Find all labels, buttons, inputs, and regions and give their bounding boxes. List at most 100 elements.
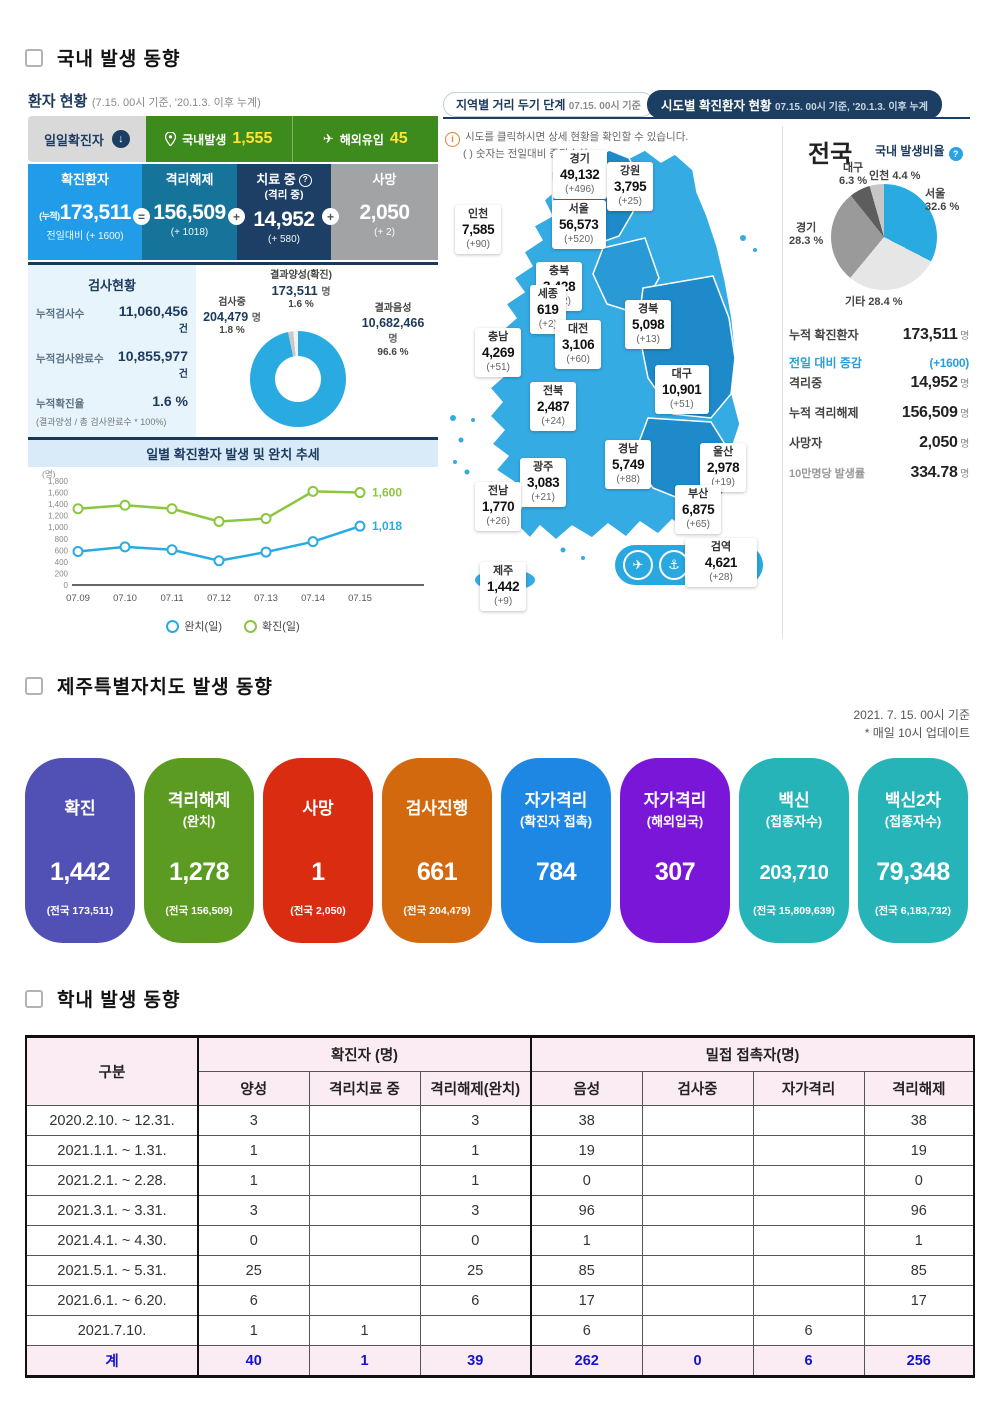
stat-box-value: 14,952 — [253, 208, 315, 232]
jeju-cards-row: 확진 1,442 (전국 173,511) 격리해제 (완치) 1,278 (전국 156,… — [25, 758, 968, 943]
card-sublabel: (완치) — [182, 813, 216, 829]
tab-region-status[interactable]: 시도별 확진환자 현황 07.15. 00시 기준, '20.1.3. 이후 누… — [647, 90, 942, 119]
pie-label-etc: 기타 28.4 % — [845, 296, 903, 308]
card-value: 1 — [311, 858, 325, 886]
map-region-경남[interactable]: 경남 5,749 (+88) — [605, 440, 652, 490]
domestic-label: 국내발생 — [182, 132, 227, 147]
map-region-충남[interactable]: 충남 4,269 (+51) — [475, 328, 522, 378]
stat-unit: 명 — [957, 409, 969, 420]
card-sublabel: (접종자수) — [884, 813, 942, 829]
map-region-강원[interactable]: 강원 3,795 (+25) — [607, 162, 654, 212]
table-cell: 38 — [530, 1105, 643, 1136]
map-region-대구[interactable]: 대구 10,901 (+51) — [655, 365, 709, 415]
region-delta: (+21) — [531, 491, 555, 503]
tab-distancing-level[interactable]: 지역별 거리 두기 단계 07.15. 00시 기준 — [443, 92, 654, 117]
card-note: (전국 204,479) — [403, 905, 471, 917]
test-status-block: 검사현황 누적검사수 11,060,456 건 누적검사완료수 10,855,97… — [28, 265, 438, 437]
map-region-서울[interactable]: 서울 56,573 (+520) — [552, 200, 606, 250]
region-name: 강원 — [620, 165, 641, 177]
map-region-광주[interactable]: 광주 3,083 (+21) — [520, 458, 567, 508]
map-region-세종[interactable]: 세종 619 (+2) — [530, 285, 566, 335]
stat-value: 173,511 명 — [902, 326, 970, 343]
table-cell — [308, 1255, 421, 1286]
region-delta: (+25) — [618, 195, 642, 207]
section-jeju-title: 제주특별자치도 발생 동향 — [25, 672, 273, 699]
col-header-positive: 양성 — [197, 1071, 310, 1106]
map-region-경기[interactable]: 경기 49,132 (+496) — [553, 150, 607, 200]
national-stat-row: 10만명당 발생률 334.78 명 — [789, 464, 969, 482]
map-region-대전[interactable]: 대전 3,106 (+60) — [555, 320, 602, 370]
table-total-row: 계 40 1 39 262 0 6 256 — [25, 1345, 975, 1377]
map-region-제주[interactable]: 제주 1,442 (+9) — [480, 562, 527, 612]
map-region-전북[interactable]: 전북 2,487 (+24) — [530, 382, 577, 432]
region-name: 서울 — [568, 203, 589, 215]
stat-value: (+1600) — [929, 356, 969, 370]
patient-status-subtitle: (7.15. 00시 기준, '20.1.3. 이후 누계) — [91, 97, 261, 109]
table-cell — [641, 1195, 754, 1226]
table-cell — [641, 1255, 754, 1286]
table-cell — [308, 1135, 421, 1166]
table-cell — [641, 1315, 754, 1346]
map-region-경북[interactable]: 경북 5,098 (+13) — [625, 300, 672, 350]
card-note: (전국 15,809,639) — [753, 905, 835, 917]
trend-line-chart: (명) 0 200 400 600 800 1,000 1,200 1,400 1,600 1,80… — [42, 469, 424, 604]
pie-label-seoul: 서울 32.6 % — [925, 188, 960, 214]
data-point — [260, 513, 272, 525]
table-cell — [641, 1285, 754, 1316]
imported-label: 해외유입 — [339, 132, 384, 147]
row-category: 계 — [25, 1345, 199, 1377]
test-complete-value: 10,855,977 건 — [117, 348, 188, 381]
stat-value: 2,050 명 — [919, 434, 969, 451]
region-name: 충북 — [549, 265, 570, 277]
card-value: 307 — [654, 858, 696, 886]
section-bullet-icon — [25, 676, 43, 695]
section-domestic-title: 국내 발생 동향 — [25, 44, 180, 71]
test-complete-label: 누적검사완료수 — [36, 353, 104, 365]
card-note: (전국 173,511) — [46, 905, 114, 917]
row-category: 2021.4.1. ~ 4.30. — [25, 1225, 199, 1256]
map-region-울산[interactable]: 울산 2,978 (+19) — [700, 443, 747, 493]
national-stat-row: 누적 확진환자 173,511 명 — [789, 326, 969, 344]
region-value: 2,978 — [707, 459, 740, 475]
ratio-label: 국내 발생비율 — [875, 144, 945, 158]
test-count-label: 누적검사수 — [36, 308, 85, 320]
positive-rate-label: 누적확진율 — [36, 398, 85, 410]
table-cell: 1 — [308, 1315, 421, 1346]
row-category: 2020.2.10. ~ 12.31. — [25, 1105, 199, 1136]
jeju-card-3: 검사진행 661 (전국 204,479) — [382, 758, 492, 943]
down-arrow-icon[interactable]: ↓ — [111, 130, 130, 148]
col-header-quarantine-released: 격리해제 — [863, 1071, 975, 1106]
badge-plus-icon: + — [228, 208, 245, 225]
stat-box-label: 치료 중? — [237, 172, 331, 187]
table-cell: 6 — [752, 1345, 865, 1377]
y-tick-label: 1,800 — [48, 477, 69, 486]
card-value: 784 — [535, 858, 577, 886]
table-cell: 1 — [863, 1225, 975, 1256]
stat-box-label: 격리해제 — [165, 172, 214, 187]
region-delta: (+65) — [686, 518, 710, 530]
quarantine-card[interactable]: 검역 4,621 (+28) — [685, 538, 757, 588]
table-cell: 6 — [419, 1285, 532, 1316]
region-value: 1,442 — [487, 578, 520, 594]
map-region-전남[interactable]: 전남 1,770 (+26) — [475, 482, 522, 532]
map-region-인천[interactable]: 인천 7,585 (+90) — [455, 205, 502, 255]
help-icon[interactable]: ? — [948, 147, 963, 161]
stat-label: 전일 대비 증감 — [789, 356, 862, 370]
y-tick-label: 1,400 — [48, 500, 69, 509]
card-label: 자가격리 — [643, 791, 707, 810]
card-sublabel: (확진자 접촉) — [519, 813, 593, 829]
x-tick-label: 07.12 — [207, 593, 231, 604]
card-value: 1,442 — [49, 858, 111, 886]
daily-confirmed-pill[interactable]: 일일확진자 ↓ — [28, 116, 146, 162]
region-value: 4,269 — [482, 344, 515, 360]
help-icon[interactable]: ? — [298, 173, 312, 187]
map-region-부산[interactable]: 부산 6,875 (+65) — [675, 485, 722, 535]
test-result-donut-chart — [250, 331, 346, 427]
region-value: 1,770 — [482, 498, 515, 514]
table-cell — [419, 1315, 532, 1346]
row-category: 2021.1.1. ~ 1.31. — [25, 1135, 199, 1166]
divider — [28, 262, 438, 265]
card-label: 검사진행 — [405, 799, 469, 818]
stat-value: 334.78 명 — [910, 464, 969, 481]
region-delta: (+60) — [566, 353, 590, 365]
